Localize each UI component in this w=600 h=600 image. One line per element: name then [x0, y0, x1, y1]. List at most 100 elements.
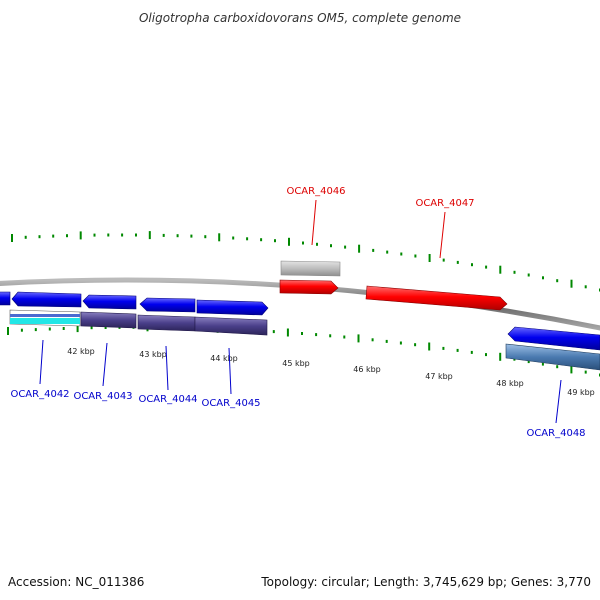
- inner-tick: [428, 342, 431, 351]
- cds-bar-gray[interactable]: [280, 260, 341, 277]
- inner-tick: [527, 360, 530, 364]
- outer-tick: [38, 235, 41, 239]
- label-leaders: [39, 199, 562, 424]
- inner-tick: [414, 343, 417, 347]
- inner-tick: [541, 362, 544, 366]
- scale-label-44: 44 kbp: [210, 354, 238, 363]
- inner-tick: [556, 365, 559, 369]
- outer-tick: [344, 245, 347, 249]
- outer-tick: [121, 233, 124, 237]
- leader-ocar-4042: [39, 339, 44, 385]
- cds-bar-cyan-stripe: [10, 318, 80, 324]
- inner-tick: [343, 335, 346, 339]
- leader-ocar-4045: [228, 347, 232, 395]
- cds-bar-steel-4048[interactable]: [505, 343, 600, 371]
- outer-tick: [471, 263, 473, 267]
- inner-tick: [485, 353, 487, 357]
- outer-tick: [11, 234, 13, 242]
- cds-features: [9, 260, 600, 371]
- gene-arrow-ocar-4045[interactable]: [196, 299, 269, 316]
- cds-bar-purple-4045[interactable]: [194, 316, 268, 336]
- outer-tick: [513, 270, 516, 274]
- outer-tick: [274, 239, 276, 243]
- outer-tick: [190, 234, 193, 238]
- outer-tick: [93, 233, 96, 237]
- outer-tick: [52, 234, 55, 238]
- outer-tick: [456, 260, 459, 264]
- cds-bar-cyan-stripe-blue: [10, 314, 80, 317]
- gene-label-ocar-4043[interactable]: OCAR_4043: [73, 391, 132, 402]
- outer-tick: [584, 285, 587, 289]
- outer-tick: [246, 237, 249, 241]
- scale-label-46: 46 kbp: [353, 365, 381, 374]
- inner-tick: [34, 328, 37, 332]
- outer-tick: [428, 254, 431, 262]
- gene-label-ocar-4048[interactable]: OCAR_4048: [526, 428, 585, 439]
- outer-tick: [414, 254, 417, 258]
- gene-arrow-ocar-4044[interactable]: [139, 297, 196, 313]
- outer-tick: [288, 237, 290, 246]
- inner-tick: [286, 328, 289, 337]
- gene-arrow-ocar-4043[interactable]: [82, 294, 137, 310]
- outer-tick: [148, 231, 151, 240]
- outer-tick: [66, 234, 68, 238]
- outer-tick: [24, 235, 27, 239]
- outer-tick: [485, 265, 488, 269]
- inner-tick: [385, 339, 388, 343]
- leader-ocar-4048: [555, 379, 562, 424]
- cds-bar-purple-4043[interactable]: [80, 311, 137, 329]
- inner-tick: [62, 327, 65, 330]
- gene-arrow-ocar-4046[interactable]: [279, 279, 339, 295]
- gene-label-ocar-4047[interactable]: OCAR_4047: [415, 198, 474, 209]
- outer-tick: [542, 276, 544, 280]
- gene-label-ocar-4042[interactable]: OCAR_4042: [10, 389, 69, 400]
- leader-ocar-4044: [165, 345, 169, 391]
- leader-ocar-4043: [102, 342, 108, 387]
- gene-label-ocar-4044[interactable]: OCAR_4044: [138, 394, 197, 405]
- scale-label-43: 43 kbp: [139, 350, 167, 359]
- outer-tick: [330, 244, 332, 248]
- inner-tick: [48, 327, 51, 331]
- accession-text: Accession: NC_011386: [8, 575, 144, 589]
- inner-tick: [20, 328, 23, 332]
- inner-tick: [371, 338, 374, 342]
- inner-tick: [357, 334, 360, 343]
- scale-label-48: 48 kbp: [496, 379, 524, 388]
- inner-tick: [470, 350, 473, 354]
- outer-tick: [135, 233, 137, 237]
- inner-tick: [7, 327, 9, 335]
- inner-tick: [301, 332, 303, 335]
- gene-arrow-ocar-4041[interactable]: [0, 291, 11, 306]
- outer-tick: [302, 241, 304, 245]
- leader-ocar-4047: [439, 211, 446, 259]
- inner-tick: [442, 346, 445, 350]
- outer-tick: [570, 279, 573, 288]
- map-title: Oligotropha carboxidovorans OM5, complet…: [139, 11, 461, 25]
- inner-tick: [76, 324, 79, 333]
- gene-arrow-ocar-4042[interactable]: [11, 291, 82, 308]
- outer-tick: [556, 279, 559, 283]
- gene-arrow-ocar-4048[interactable]: [507, 326, 600, 351]
- outer-tick: [316, 242, 318, 246]
- inner-tick: [90, 326, 93, 330]
- outer-tick: [400, 252, 403, 256]
- outer-tick-row: [11, 231, 600, 292]
- leader-ocar-4046: [311, 199, 317, 246]
- reverse-strand-genes: [0, 291, 600, 351]
- gene-label-ocar-4046[interactable]: OCAR_4046: [286, 186, 345, 197]
- cds-bar-purple-4044[interactable]: [137, 314, 196, 332]
- inner-tick: [456, 348, 459, 352]
- gene-arrow-ocar-4047[interactable]: [365, 285, 508, 311]
- outer-tick: [499, 265, 502, 274]
- genome-summary-text: Topology: circular; Length: 3,745,629 bp…: [260, 575, 591, 589]
- outer-tick: [442, 258, 445, 262]
- inner-tick: [315, 333, 318, 337]
- scale-label-42: 42 kbp: [67, 347, 95, 356]
- inner-tick: [272, 330, 275, 334]
- gene-label-ocar-4045[interactable]: OCAR_4045: [201, 398, 260, 409]
- outer-tick: [260, 238, 263, 242]
- outer-tick: [79, 231, 82, 240]
- outer-tick: [107, 233, 110, 237]
- outer-tick: [176, 234, 179, 238]
